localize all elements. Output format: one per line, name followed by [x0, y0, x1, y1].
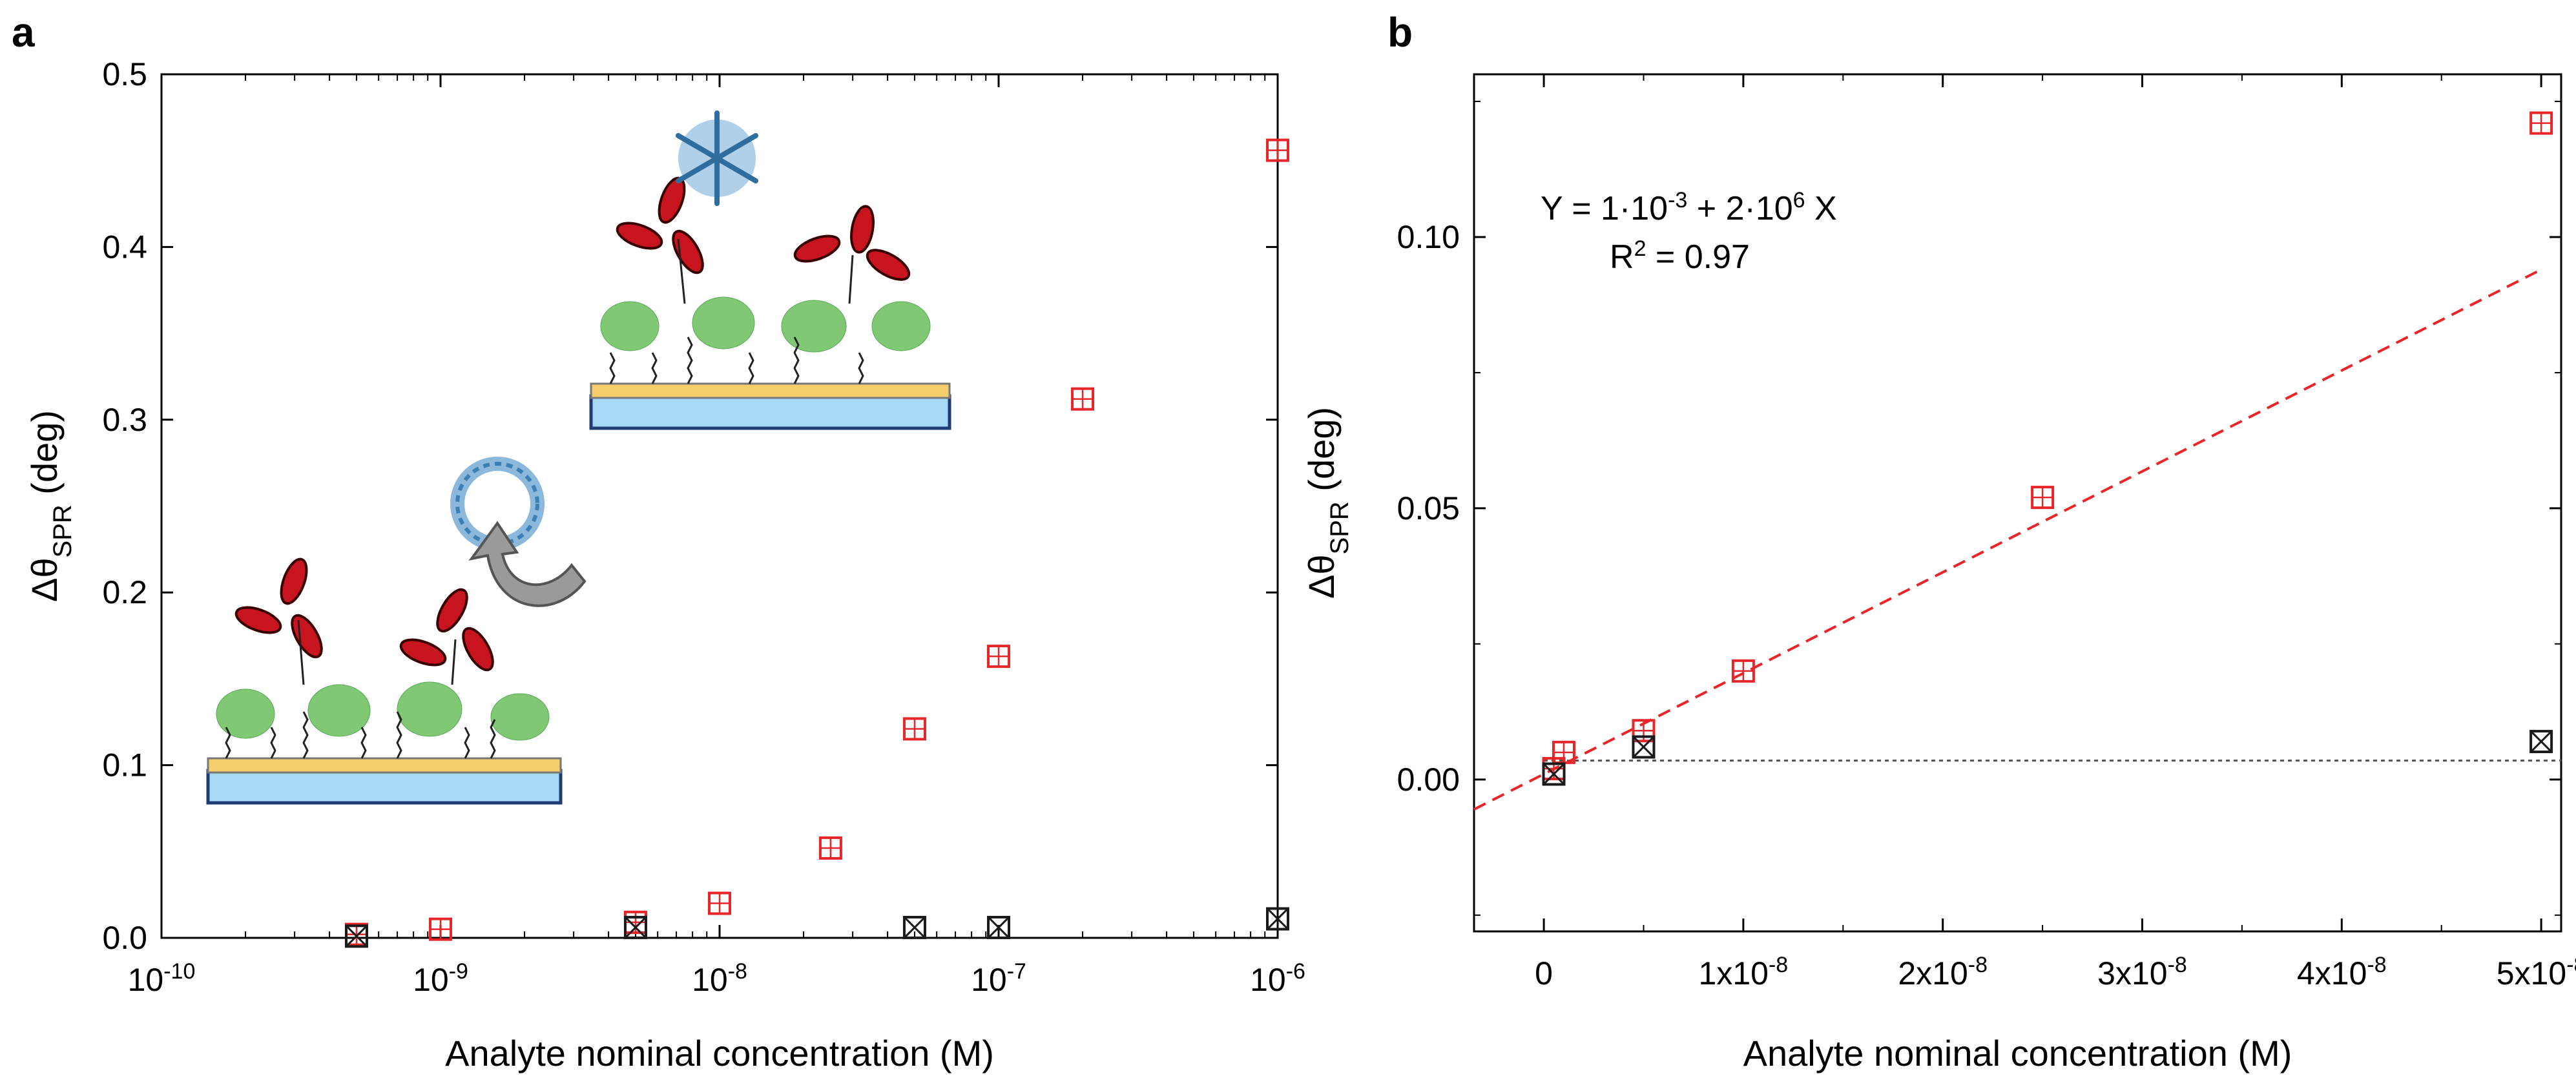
panel-a-label: a — [12, 9, 35, 56]
x-tick-label: 2x10-8 — [1898, 953, 1988, 991]
panel-a: a — [12, 9, 1305, 1073]
y-tick-label: 0.0 — [102, 920, 147, 956]
data-point-specific — [2031, 486, 2055, 510]
data-point-specific — [1071, 387, 1095, 411]
panel-a-illustrations — [206, 110, 951, 805]
panel-a-axes: 0.0 0.1 0.2 0.3 0.4 0.5 10-10 10-9 10-8 10-7 10-6 A… — [24, 56, 1305, 1073]
panel-b-lines — [1473, 268, 2561, 811]
y-tick-label: 0.05 — [1397, 490, 1460, 526]
data-point-specific — [2529, 111, 2553, 135]
x-tick-label: 5x10-8 — [2497, 953, 2576, 991]
binding-arrow-icon — [468, 521, 587, 607]
data-point-control — [987, 915, 1010, 939]
panel-b-label: b — [1387, 9, 1413, 56]
data-point-specific — [344, 922, 368, 946]
data-point-control — [344, 924, 368, 948]
x-tick-label: 10-7 — [971, 959, 1026, 998]
y-axis-title: ΔθSPR (deg) — [24, 410, 77, 602]
sensor-surface-icon — [206, 681, 563, 805]
panel-b: b 0.00 0.05 0.10 0 1x10-8 2x10-8 3x10-8 4x10-8 5… — [1301, 9, 2576, 1073]
data-point-specific — [623, 910, 647, 934]
y-tick-label: 0.2 — [102, 574, 147, 610]
fit-equation: Y = 1·10-3 + 2·106 X — [1541, 188, 1837, 227]
data-point-specific — [429, 917, 452, 941]
data-point-specific — [1632, 719, 1656, 743]
x-axis-title: Analyte nominal concentration (M) — [445, 1033, 994, 1073]
panel-b-frame — [1473, 73, 2562, 933]
y-axis-title: ΔθSPR (deg) — [1301, 407, 1354, 599]
x-tick-label: 3x10-8 — [2097, 953, 2187, 991]
panel-a-data — [344, 138, 1289, 948]
data-point-control — [902, 915, 926, 939]
panel-a-frame — [160, 73, 1279, 939]
data-point-control — [623, 915, 647, 939]
data-point-specific — [708, 891, 731, 915]
data-point-specific — [1731, 659, 1755, 683]
y-tick-label: 0.3 — [102, 402, 147, 438]
x-tick-label: 4x10-8 — [2297, 953, 2387, 991]
antibody-icon — [234, 557, 323, 685]
x-tick-label: 1x10-8 — [1699, 953, 1789, 991]
x-axis-title: Analyte nominal concentration (M) — [1743, 1033, 2292, 1073]
x-tick-label: 10-6 — [1250, 959, 1305, 998]
y-tick-label: 0.10 — [1397, 219, 1460, 255]
data-point-specific — [902, 717, 926, 741]
data-point-control — [1632, 735, 1656, 759]
sensor-surface-icon — [589, 296, 951, 430]
y-tick-label: 0.4 — [102, 229, 147, 265]
y-tick-label: 0.1 — [102, 747, 147, 783]
x-tick-label: 10-9 — [413, 959, 468, 998]
data-point-specific — [987, 645, 1010, 669]
data-point-specific — [1266, 138, 1289, 162]
data-point-control — [1266, 907, 1289, 931]
data-point-specific — [818, 836, 842, 860]
x-tick-label: 10-10 — [128, 959, 196, 998]
x-tick-label: 0 — [1535, 955, 1553, 991]
antibody-icon — [399, 588, 494, 685]
data-point-control — [1542, 762, 1566, 786]
r-squared-label: R2 = 0.97 — [1610, 236, 1750, 276]
data-point-control — [2529, 730, 2553, 754]
fit-line — [1473, 268, 2542, 811]
y-tick-label: 0.5 — [102, 56, 147, 92]
x-tick-label: 10-8 — [692, 959, 747, 998]
analyte-molecule-icon — [676, 110, 758, 206]
panel-b-data — [1542, 111, 2553, 786]
y-tick-label: 0.00 — [1397, 762, 1460, 798]
antibody-icon — [616, 176, 704, 304]
panel-b-axes: 0.00 0.05 0.10 0 1x10-8 2x10-8 3x10-8 4x10-8 5x1… — [1301, 73, 2576, 1073]
antibody-icon — [793, 205, 911, 304]
